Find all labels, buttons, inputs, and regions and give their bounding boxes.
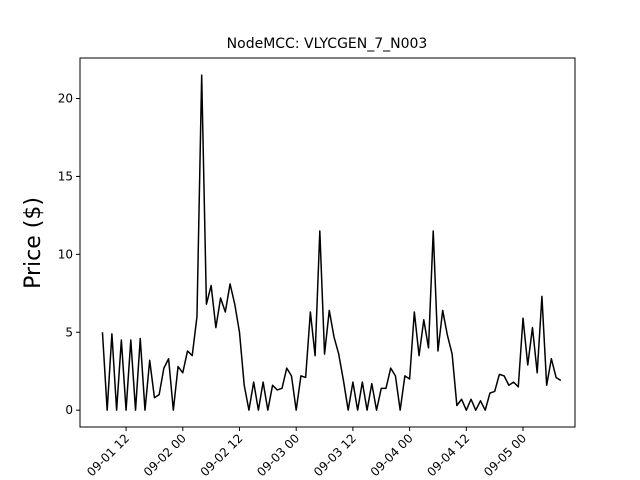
y-tick-label: 5 [65,325,73,339]
x-tick-label: 09-04 00 [368,431,416,479]
x-tick-label: 09-02 12 [198,431,246,479]
x-tick-label: 09-04 12 [424,431,472,479]
y-tick-label: 0 [65,403,73,417]
x-tick-label: 09-02 00 [141,431,189,479]
plot-frame [79,57,576,428]
price-line [101,74,562,411]
x-tick-label: 09-01 12 [84,431,132,479]
y-tick-label: 15 [58,169,73,183]
x-tick-label: 09-05 00 [481,431,529,479]
y-tick-label: 20 [58,92,73,106]
y-tick-label: 10 [58,247,73,261]
x-tick-label: 09-03 12 [311,431,359,479]
x-tick-label: 09-03 00 [254,431,302,479]
y-axis-label: Price ($) [21,197,46,289]
chart-title: NodeMCC: VLYCGEN_7_N003 [227,36,428,52]
